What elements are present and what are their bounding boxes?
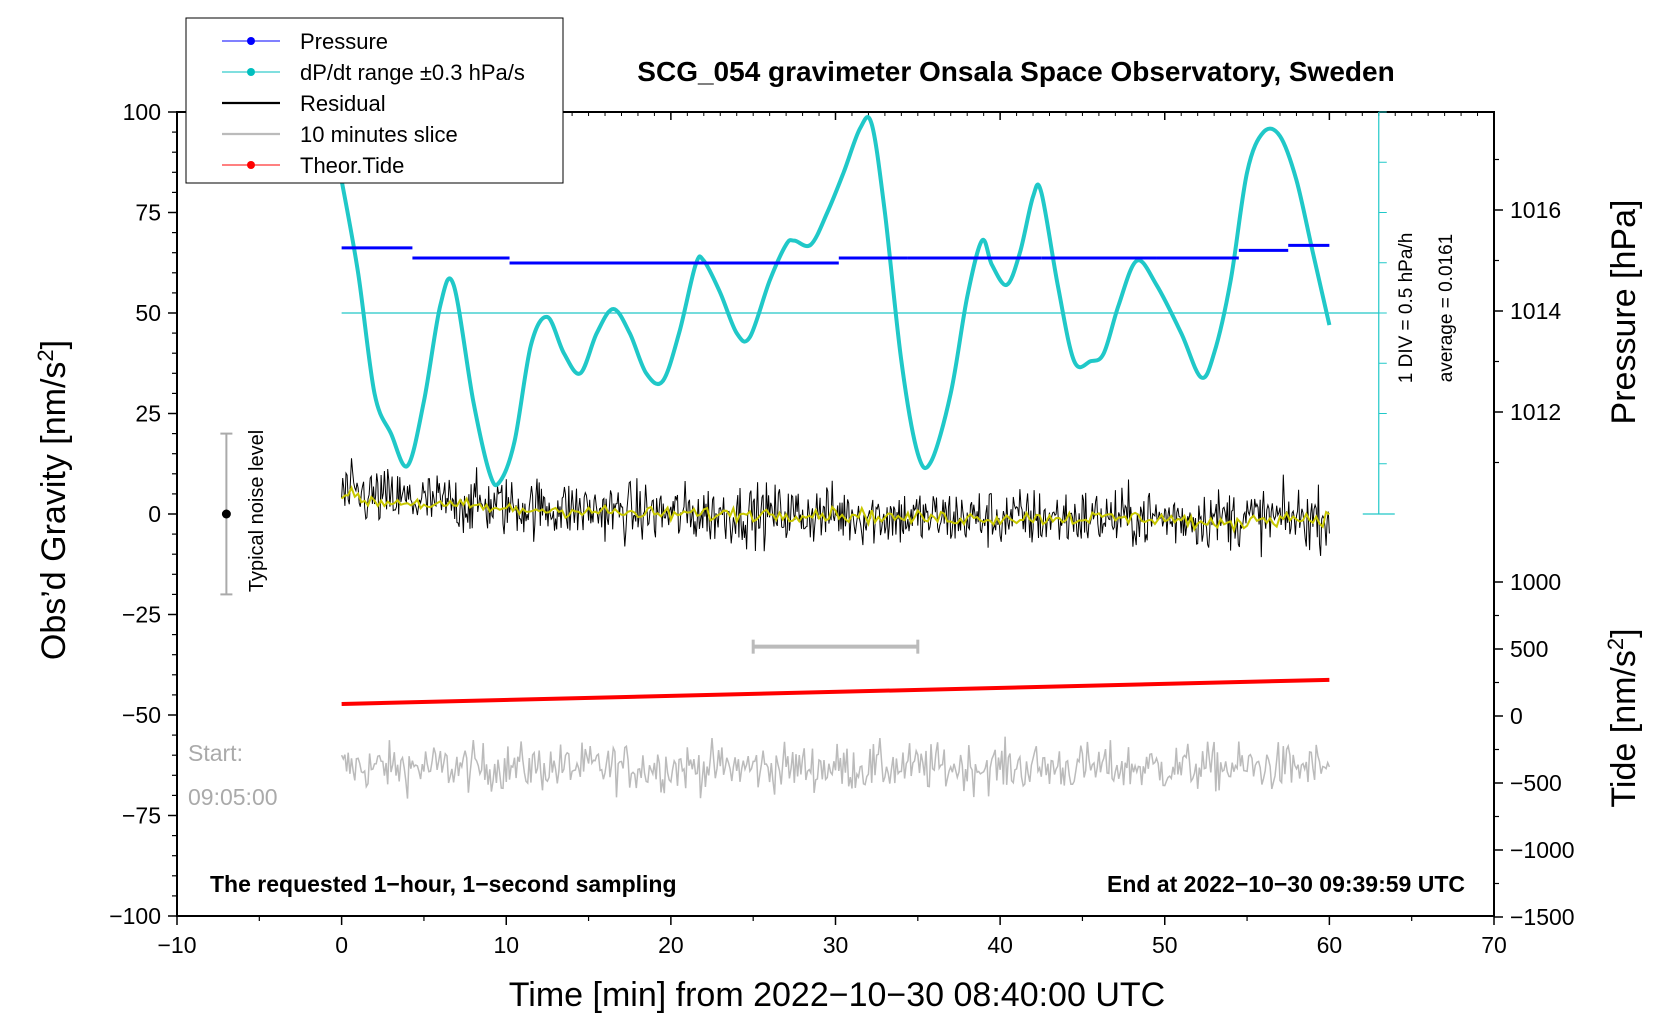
- y-tick-label: 75: [135, 200, 161, 226]
- legend-items: Pressure dP/dt range ±0.3 hPa/s Residual 10…: [222, 29, 525, 178]
- tide-tick-label: −1500: [1510, 904, 1575, 930]
- y-tick-label: −75: [122, 803, 161, 829]
- gravity-label-main: Obs’d Gravity [nm/s: [35, 362, 73, 661]
- y-axis-label-tide: Tide [nm/s2]: [1603, 628, 1644, 807]
- pressure-tick-label: 1016: [1510, 197, 1561, 223]
- x-axis-label: Time [min] from 2022−10−30 08:40:00 UTC: [509, 976, 1165, 1014]
- theoretical-tide-line: [341, 677, 1330, 706]
- chart-title: SCG_054 gravimeter Onsala Space Observat…: [637, 56, 1394, 87]
- pressure-average-label: average = 0.0161: [1436, 234, 1457, 382]
- tide-tick-label: 0: [1510, 703, 1523, 729]
- y-tick-label: 50: [135, 300, 161, 326]
- tide-tick-label: 500: [1510, 636, 1548, 662]
- x-tick-label: 40: [987, 932, 1013, 958]
- tide-tick-label: −1000: [1510, 837, 1575, 863]
- legend-box: [185, 17, 564, 184]
- pressure-scale-label: 1 DIV = 0.5 hPa/h: [1396, 233, 1417, 384]
- x-tick-label: 70: [1481, 932, 1507, 958]
- legend-swatch-dot: [247, 161, 255, 169]
- y-tick-label: 0: [148, 501, 161, 527]
- noise-level-label: Typical noise level: [246, 430, 268, 592]
- tide-label-main: Tide [nm/s: [1605, 650, 1643, 807]
- y-axis-label-gravity: Obs’d Gravity [nm/s2]: [33, 340, 74, 660]
- tide-tick-label: −500: [1510, 770, 1562, 796]
- legend-label: dP/dt range ±0.3 hPa/s: [300, 60, 525, 85]
- x-tick-label: 50: [1152, 932, 1178, 958]
- series-layer: [220, 111, 1395, 799]
- start-time: 09:05:00: [188, 784, 278, 810]
- x-tick-label: 30: [823, 932, 849, 958]
- noise-level-center: [221, 509, 231, 519]
- gravity-label-sup: 2: [33, 349, 58, 361]
- x-tick-label: 20: [658, 932, 684, 958]
- legend-swatch-dot: [247, 37, 255, 45]
- x-tick-label: 0: [335, 932, 348, 958]
- y-tick-label: 100: [123, 99, 161, 125]
- legend: Pressure dP/dt range ±0.3 hPa/s Residual 10…: [185, 17, 564, 184]
- tide-label-end: ]: [1605, 628, 1643, 637]
- y-axis-label-pressure: Pressure [hPa]: [1605, 200, 1643, 425]
- y-tick-label: −100: [109, 903, 161, 929]
- residual-smoothed-line: [340, 485, 1330, 534]
- gravity-label-end: ]: [35, 340, 73, 349]
- x-tick-label: 60: [1317, 932, 1343, 958]
- start-label: Start:: [188, 740, 243, 766]
- sampling-note: The requested 1−hour, 1−second sampling: [210, 871, 677, 897]
- pressure-tick-label: 1014: [1510, 298, 1561, 324]
- ten-minute-slice-line: [340, 736, 1331, 799]
- end-time-note: End at 2022−10−30 09:39:59 UTC: [1107, 871, 1465, 897]
- pressure-tick-label: 1012: [1510, 399, 1561, 425]
- pressure-rate-line: [339, 115, 1332, 488]
- legend-label: Theor.Tide: [300, 153, 404, 178]
- axis-ticks: −10 0 10 20 30 40 50 60 701007550250−25−50−75−10…: [109, 99, 1574, 958]
- tide-label-sup: 2: [1603, 638, 1628, 650]
- legend-label: Pressure: [300, 29, 388, 54]
- legend-label: Residual: [300, 91, 386, 116]
- x-tick-label: 10: [493, 932, 519, 958]
- tide-tick-label: 1000: [1510, 569, 1561, 595]
- y-tick-label: −25: [122, 602, 161, 628]
- legend-label: 10 minutes slice: [300, 122, 458, 147]
- x-tick-label: −10: [157, 932, 196, 958]
- y-tick-label: 25: [135, 401, 161, 427]
- legend-swatch-dot: [247, 68, 255, 76]
- y-tick-label: −50: [122, 702, 161, 728]
